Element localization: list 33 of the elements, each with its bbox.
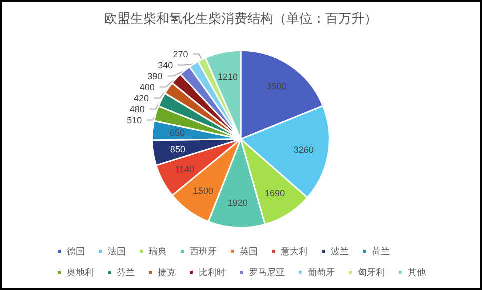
legend-label: 西班牙 [190, 246, 217, 256]
data-label: 1690 [265, 188, 286, 198]
legend-label: 法国 [108, 246, 126, 256]
legend-label: 芬兰 [117, 268, 135, 278]
legend-label: 荷兰 [372, 246, 390, 256]
data-label: 400 [140, 82, 155, 92]
data-label: 3260 [294, 145, 314, 155]
legend-label: 意大利 [280, 246, 308, 256]
legend-label: 英国 [240, 246, 258, 256]
data-label: 650 [170, 128, 185, 138]
data-label: 1210 [218, 72, 238, 82]
legend-label: 匈牙利 [358, 268, 385, 278]
data-label: 340 [158, 60, 174, 70]
legend-label: 葡萄牙 [308, 268, 335, 278]
legend-label: 比利时 [199, 268, 226, 278]
data-label: 1920 [228, 198, 248, 208]
data-label: 390 [148, 71, 163, 82]
legend-label: 德国 [67, 246, 85, 256]
data-label: 480 [130, 104, 145, 114]
legend-label: 罗马尼亚 [249, 268, 285, 278]
legend-label: 奥地利 [67, 268, 94, 278]
legend-label: 捷克 [158, 268, 176, 278]
data-label: 510 [127, 115, 142, 126]
data-label: 3500 [266, 81, 287, 92]
data-label: 1140 [175, 164, 194, 175]
data-label: 270 [173, 49, 188, 60]
legend-label: 其他 [408, 268, 426, 278]
data-label: 850 [170, 144, 186, 154]
data-label: 420 [134, 93, 150, 104]
data-label: 1500 [193, 186, 214, 196]
chart-title: 欧盟生柴和氢化生柴消费结构（单位：百万升） [104, 12, 378, 27]
legend-label: 波兰 [331, 246, 349, 256]
legend-label: 瑞典 [149, 246, 167, 256]
